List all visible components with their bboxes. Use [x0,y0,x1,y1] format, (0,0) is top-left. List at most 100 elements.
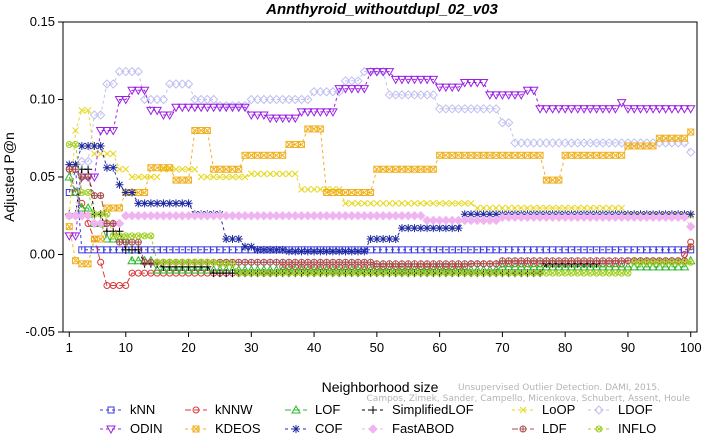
point-marker-cross [255,270,260,276]
point-marker-cross [650,259,656,265]
point-marker [416,90,426,100]
point-marker [649,142,657,150]
point-marker-cross [142,233,147,239]
point-marker [591,138,602,148]
point-marker-cross [78,260,86,268]
point-marker-cross [631,259,637,265]
point-marker [386,199,393,207]
point-marker [227,211,238,221]
point-marker-cross [260,259,267,266]
series-lof [64,171,696,274]
point-marker-cross [323,189,330,196]
point-marker [273,170,280,178]
point-marker-cross [380,260,387,267]
point-marker-cross [97,235,105,243]
point-marker-cross [380,270,386,276]
point-marker-cross [285,259,292,266]
point-marker-cross [205,259,210,265]
point-marker [165,211,175,221]
point-marker [304,186,312,193]
point-marker [164,111,175,121]
point-marker [435,224,444,233]
point-marker [265,114,276,124]
point-marker-cross [442,151,450,159]
point-marker [522,138,533,148]
point-marker-cross [280,270,286,276]
point-marker [133,255,144,265]
point-marker [203,127,211,134]
point-marker-cross [630,142,638,150]
point-marker [271,211,282,221]
point-marker-cross [481,270,486,276]
point-marker-cross [550,270,555,276]
point-marker-cross [242,270,248,276]
point-marker-cross [520,426,526,432]
point-marker [77,142,86,150]
point-marker [315,108,326,117]
point-marker [409,75,420,85]
point-marker-cross [449,270,455,276]
point-marker-cross [324,270,329,276]
point-marker [679,261,690,271]
point-marker [146,199,155,208]
point-marker [83,202,93,212]
point-marker [428,75,439,85]
point-marker [635,138,646,148]
point-marker [321,211,332,221]
point-marker [404,224,413,233]
point-marker [222,173,230,181]
point-marker-cross [663,259,668,265]
point-marker-cross [487,270,493,276]
point-marker-cross [500,270,505,276]
point-marker [196,94,206,105]
point-marker [422,75,432,85]
point-marker [302,108,313,117]
point-marker [84,142,93,150]
point-marker [122,282,130,289]
point-marker [367,199,374,207]
point-marker [549,204,556,212]
legend-item-cof: COF [285,421,343,434]
point-marker-cross [260,151,268,159]
point-marker [591,105,602,114]
point-marker-cross [587,270,593,276]
point-marker-cross [247,151,255,159]
point-marker [91,150,98,158]
point-marker [480,204,487,212]
point-marker [597,105,608,114]
point-marker [612,204,619,212]
point-marker [397,75,407,85]
point-marker [146,106,156,116]
point-marker [328,211,338,221]
point-marker-cross [474,270,480,276]
point-marker [641,105,652,114]
point-marker-cross [148,233,154,239]
point-marker [479,210,488,219]
y-tick-label: 0.05 [30,169,55,184]
point-marker [404,199,412,207]
point-marker-cross [430,165,437,173]
point-marker [147,173,155,181]
point-marker [165,199,174,208]
point-marker-cross [436,151,443,159]
point-marker [541,105,552,114]
point-marker [461,199,469,207]
point-marker [134,173,142,181]
point-marker [367,189,375,196]
point-marker-cross [273,259,280,266]
point-marker [541,138,552,148]
chart-title: Annthyroid_withoutdupl_02_v03 [265,1,498,18]
point-marker [415,75,426,85]
point-marker-cross [110,220,117,227]
point-marker [109,163,118,172]
point-marker-cross [85,174,92,180]
point-marker [108,79,118,89]
point-marker-cross [186,259,191,265]
point-marker-cross [103,204,111,212]
point-marker [373,199,381,207]
point-marker-cross [581,257,588,264]
point-marker [686,210,695,219]
x-tick-label: 20 [181,340,195,355]
point-marker [164,264,175,274]
point-marker [279,170,287,178]
